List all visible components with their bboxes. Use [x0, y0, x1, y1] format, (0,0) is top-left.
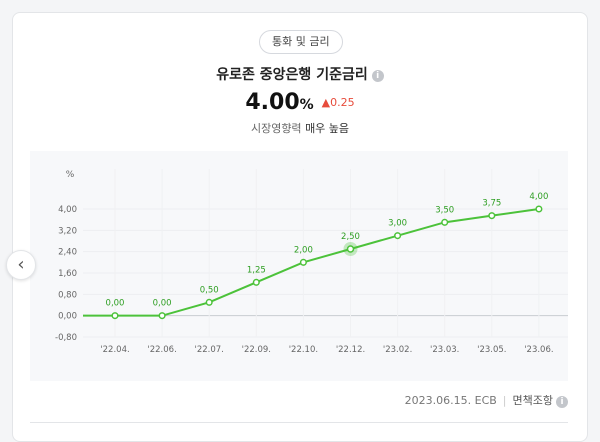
y-tick-label: 0,00: [58, 312, 77, 322]
page-title: 유로존 중앙은행 기준금리 i: [0, 64, 600, 84]
chart-footer: 2023.06.15. ECB | 면책조항 i: [405, 392, 568, 408]
info-icon[interactable]: i: [556, 396, 568, 408]
data-label: 0,00: [106, 299, 125, 309]
data-point: [535, 205, 543, 213]
y-tick-label: 1,60: [58, 269, 77, 279]
date-source: 2023.06.15. ECB: [404, 394, 497, 407]
y-tick-label: 0,80: [58, 290, 77, 300]
y-tick-label: 4,00: [58, 205, 77, 215]
x-tick-label: '23.02.: [383, 345, 412, 355]
x-tick-label: '23.06.: [524, 345, 553, 355]
chart-area: % -0,80 0,00 0,80 1,60 2,40 3,20 4,00 '22.04. '22…: [30, 151, 568, 381]
prev-button[interactable]: ‹: [6, 250, 36, 280]
data-label: 3,00: [388, 219, 407, 229]
info-icon[interactable]: i: [371, 70, 384, 82]
y-tick-label: 2,40: [58, 248, 77, 258]
footer-divider: |: [502, 394, 507, 407]
title-text: 유로존 중앙은행 기준금리: [216, 67, 368, 83]
data-point: [111, 312, 119, 320]
data-label: 3,75: [482, 199, 501, 209]
data-point: [158, 312, 166, 320]
x-tick-label: '23.03.: [430, 345, 459, 355]
data-point: [394, 232, 402, 240]
rate-number: 4.00: [245, 90, 300, 115]
chevron-left-icon: ‹: [17, 254, 25, 275]
rate-value: 4.00% ▲0.25: [0, 90, 600, 115]
market-impact: 시장영향력 매우 높음: [0, 120, 600, 136]
rate-unit: %: [299, 97, 314, 113]
x-tick-label: '22.04.: [100, 345, 129, 355]
impact-value: 매우 높음: [305, 122, 350, 135]
y-tick-label: 3,20: [58, 226, 77, 236]
category-chip[interactable]: 통화 및 금리: [259, 30, 343, 54]
data-label: 2,00: [294, 245, 313, 255]
data-label: 4,00: [529, 192, 548, 202]
rate-change-value: 0.25: [330, 96, 355, 109]
disclaimer-link[interactable]: 면책조항: [512, 394, 553, 407]
data-label: 2,50: [341, 232, 360, 242]
y-tick-label: -0,80: [55, 333, 77, 343]
data-label: 1,25: [247, 265, 266, 275]
series-line: [83, 208, 540, 317]
impact-label: 시장영향력: [250, 122, 302, 135]
line-chart: % -0,80 0,00 0,80 1,60 2,40 3,20 4,00 '22.04. '22…: [55, 169, 568, 355]
x-tick-label: '22.07.: [195, 345, 224, 355]
data-point: [441, 218, 449, 226]
data-label: 0,00: [153, 299, 172, 309]
data-point: [299, 258, 307, 266]
data-label: 0,50: [200, 285, 219, 295]
x-tick-label: '22.06.: [147, 345, 176, 355]
rate-change: ▲0.25: [322, 96, 355, 109]
x-tick-label: '22.12.: [336, 345, 365, 355]
divider: [30, 422, 568, 423]
x-tick-label: '22.09.: [242, 345, 271, 355]
data-label: 3,50: [435, 205, 454, 215]
data-point: [488, 212, 496, 220]
data-point: [205, 298, 213, 306]
x-tick-label: '23.05.: [477, 345, 506, 355]
y-unit-label: %: [66, 170, 75, 180]
data-point: [252, 278, 260, 286]
up-triangle-icon: ▲: [321, 96, 331, 109]
data-point: [346, 245, 355, 253]
x-tick-label: '22.10.: [289, 345, 318, 355]
